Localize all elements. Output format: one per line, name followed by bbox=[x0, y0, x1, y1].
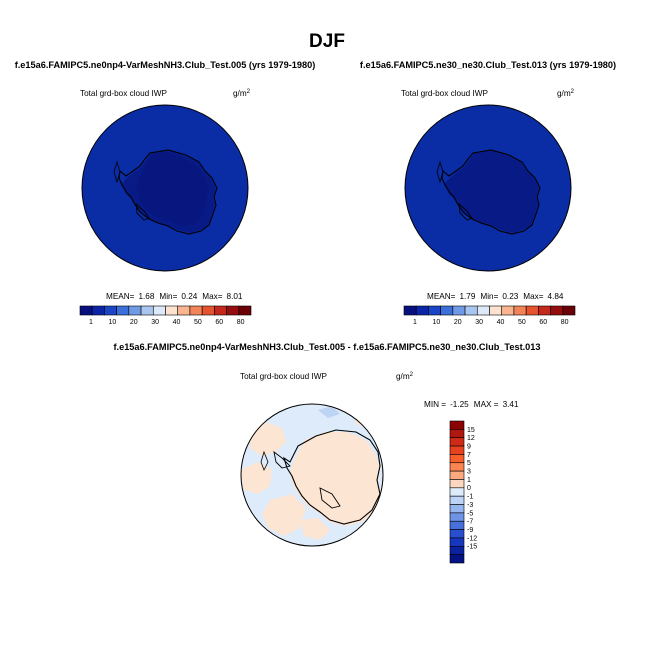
panel-1-colorbar-swatch bbox=[104, 305, 117, 316]
panel-1-colorbar-tick-label: 80 bbox=[237, 319, 245, 326]
panel-3-colorbar-swatch bbox=[449, 445, 465, 455]
panel-3-colorbar-swatch bbox=[449, 454, 465, 464]
panel-3-colorbar-tick-label: 7 bbox=[467, 452, 471, 459]
panel-2-colorbar-swatch bbox=[538, 305, 551, 316]
panel-3-colorbar-swatch bbox=[449, 504, 465, 514]
panel-2-field-label: Total grd-box cloud IWP bbox=[401, 89, 488, 98]
panel-2-colorbar-tick-label: 80 bbox=[561, 319, 569, 326]
panel-3-colorbar-tick-label: 1 bbox=[467, 477, 471, 484]
panel-2-colorbar-swatch bbox=[476, 305, 490, 316]
panel-1-colorbar-tick-label: 60 bbox=[215, 319, 223, 326]
panel-1-colorbar-swatch bbox=[79, 305, 93, 316]
panel-2-colorbar-swatch bbox=[525, 305, 539, 316]
panel-1-colorbar-swatch bbox=[116, 305, 130, 316]
coastline bbox=[283, 429, 381, 525]
panel-2-title: f.e15a6.FAMIPC5.ne30_ne30.Club_Test.013 … bbox=[360, 60, 616, 70]
panel-2-colorbar: 1 10 20 30 40 50 60 80 bbox=[403, 305, 576, 326]
panel-2-colorbar-tick-label: 40 bbox=[497, 319, 505, 326]
panel-3-colorbar-tick-label: -15 bbox=[467, 544, 477, 551]
panel-3-colorbar-swatch bbox=[449, 495, 465, 505]
panel-3-colorbar-tick-label: 3 bbox=[467, 469, 471, 476]
panel-1-colorbar-tick-label: 1 bbox=[89, 319, 93, 326]
panel-1-colorbar-tick-label: 40 bbox=[173, 319, 181, 326]
panel-3-colorbar-swatch bbox=[449, 437, 465, 447]
panel-1-colorbar-tick-label: 20 bbox=[130, 319, 138, 326]
panel-3-colorbar-swatch bbox=[449, 470, 465, 480]
panel-3-colorbar-tick-label: -5 bbox=[467, 510, 473, 517]
panel-2-colorbar-tick-label: 30 bbox=[475, 319, 483, 326]
panel-3-colorbar-swatch bbox=[449, 537, 465, 547]
panel-2-colorbar-swatch bbox=[550, 305, 564, 316]
panel-1-colorbar-tick-label: 50 bbox=[194, 319, 202, 326]
panel-3-colorbar-tick-label: -1 bbox=[467, 494, 473, 501]
panel-2-colorbar-swatch bbox=[428, 305, 441, 316]
panel-3-colorbar-swatch bbox=[449, 479, 465, 489]
panel-2-colorbar-tick-label: 10 bbox=[432, 319, 440, 326]
panel-2-colorbar-swatch bbox=[452, 305, 466, 316]
panel-3-colorbar-swatch bbox=[449, 554, 465, 564]
panel-3-colorbar-swatch bbox=[449, 529, 465, 539]
panel-1-colorbar-swatch bbox=[128, 305, 142, 316]
panel-3-stats: MIN = -1.25 MAX = 3.41 bbox=[424, 400, 519, 409]
panel-2-colorbar-tick-label: 20 bbox=[454, 319, 462, 326]
panel-1-map bbox=[81, 104, 249, 272]
panel-3-units: g/m2 bbox=[396, 372, 414, 381]
panel-1-colorbar-swatch bbox=[140, 305, 154, 316]
panel-1-colorbar-swatch bbox=[238, 305, 252, 316]
panel-3-colorbar-tick-label: -9 bbox=[467, 527, 473, 534]
panel-2-colorbar-swatch bbox=[440, 305, 454, 316]
panel-3-colorbar-tick-label: -3 bbox=[467, 502, 473, 509]
panel-3-colorbar-swatch bbox=[449, 462, 465, 472]
panel-1-colorbar-swatch bbox=[226, 305, 240, 316]
panel-2-colorbar-swatch bbox=[403, 305, 417, 316]
panel-1-colorbar-swatch bbox=[214, 305, 227, 316]
panel-1-units: g/m2 bbox=[233, 89, 251, 98]
panel-2-colorbar-swatch bbox=[415, 305, 429, 316]
panel-3-colorbar-swatch bbox=[449, 420, 465, 430]
panel-2-colorbar-swatch bbox=[489, 305, 503, 316]
panel-1-title: f.e15a6.FAMIPC5.ne0np4-VarMeshNH3.Club_T… bbox=[15, 60, 316, 70]
panel-1-colorbar-swatch bbox=[152, 305, 166, 316]
panel-1-colorbar-swatch bbox=[91, 305, 105, 316]
panel-3-colorbar-swatch bbox=[449, 545, 465, 555]
panel-3-map bbox=[240, 403, 384, 547]
panel-1-colorbar-swatch bbox=[165, 305, 179, 316]
panel-1-colorbar-swatch bbox=[189, 305, 203, 316]
panel-2-colorbar-tick-label: 1 bbox=[413, 319, 417, 326]
panel-3-colorbar-tick-label: 0 bbox=[467, 485, 471, 492]
panel-3-colorbar-tick-label: -7 bbox=[467, 519, 473, 526]
panel-2-stats: MEAN= 1.79 Min= 0.23 Max= 4.84 bbox=[427, 292, 564, 301]
panel-2-colorbar-tick-label: 60 bbox=[539, 319, 547, 326]
panel-3-colorbar-swatch bbox=[449, 429, 465, 439]
coastline bbox=[441, 149, 541, 235]
figure-title: DJF bbox=[309, 31, 345, 52]
panel-1-stats: MEAN= 1.68 Min= 0.24 Max= 8.01 bbox=[106, 292, 243, 301]
coastline bbox=[118, 149, 218, 235]
panel-2-colorbar-swatch bbox=[562, 305, 576, 316]
panel-3-colorbar-swatch bbox=[449, 520, 465, 530]
panel-3-colorbar-tick-label: 9 bbox=[467, 443, 471, 450]
panel-1-colorbar-swatch bbox=[177, 305, 191, 316]
panel-1-colorbar-swatch bbox=[201, 305, 215, 316]
panel-2-colorbar-swatch bbox=[501, 305, 515, 316]
panel-3-colorbar-tick-label: 12 bbox=[467, 435, 475, 442]
panel-2-map bbox=[404, 104, 572, 272]
panel-3-colorbar-tick-label: -12 bbox=[467, 535, 477, 542]
panel-3-title: f.e15a6.FAMIPC5.ne0np4-VarMeshNH3.Club_T… bbox=[113, 342, 540, 352]
panel-3-colorbar-swatch bbox=[449, 512, 465, 522]
panel-1-colorbar-tick-label: 30 bbox=[151, 319, 159, 326]
panel-3-colorbar-swatch bbox=[449, 487, 465, 497]
panel-1-field-label: Total grd-box cloud IWP bbox=[80, 89, 167, 98]
panel-2-colorbar-tick-label: 50 bbox=[518, 319, 526, 326]
panel-1-colorbar-tick-label: 10 bbox=[108, 319, 116, 326]
panel-2-colorbar-swatch bbox=[513, 305, 527, 316]
panel-2-colorbar-swatch bbox=[464, 305, 478, 316]
panel-3-colorbar-tick-label: 5 bbox=[467, 460, 471, 467]
panel-1-colorbar: 1 10 20 30 40 50 60 80 bbox=[79, 305, 252, 326]
panel-3-field-label: Total grd-box cloud IWP bbox=[240, 372, 327, 381]
panel-2-units: g/m2 bbox=[557, 89, 575, 98]
panel-3-colorbar-tick-label: 15 bbox=[467, 427, 475, 434]
